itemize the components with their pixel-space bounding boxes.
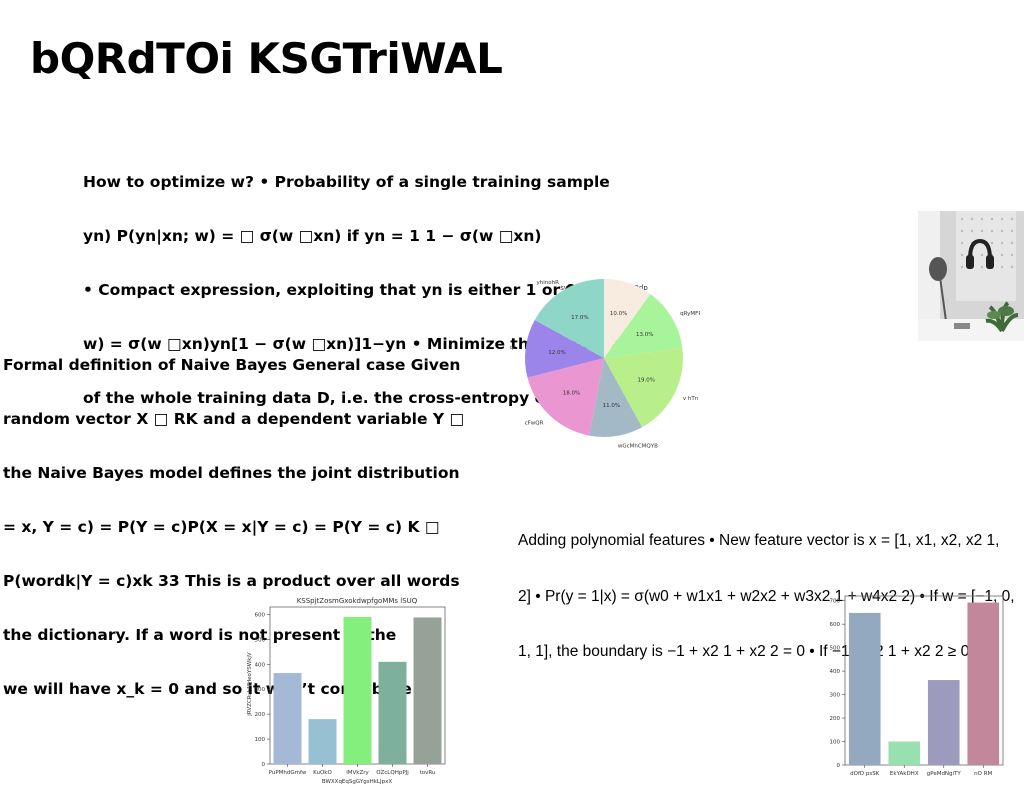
- bar-chart-1: KSSpjtZosmGxokdwpfgoMMs lSUQ 0 100 200 300 4…: [247, 597, 446, 785]
- pie-slice: [604, 279, 651, 358]
- pie-slices: [525, 279, 683, 437]
- text-block-naive-bayes: Formal definition of Naive Bayes General…: [3, 320, 464, 716]
- x-tick-label: nO RM: [974, 771, 992, 777]
- pie-value-label: 11.0%: [603, 403, 620, 409]
- y-tick-label: 400: [255, 662, 266, 668]
- pie-category-label: wGcMhCMQYB: [618, 443, 658, 449]
- pie-slice: [604, 294, 683, 358]
- pie-slice: [589, 358, 643, 437]
- bar-chart-2: 0 100 200 300 400 500 600 700 dOfD psSK EkYAkDHX g…: [830, 595, 1004, 777]
- pie-chart: swDCpgwCCfRvdjpmQdp 10.0%LbPINA13.0%qRyM…: [510, 279, 700, 450]
- y-tick-label: 100: [830, 740, 841, 746]
- bar: [927, 680, 960, 765]
- bar: [848, 612, 881, 765]
- y-tick-label: 300: [255, 687, 266, 693]
- x-tick-label: gPeMdNgiTY: [927, 771, 962, 777]
- pie-category-label: yhinohR: [537, 280, 560, 286]
- pie-slice: [525, 319, 604, 378]
- x-tick-label: KuOkO: [313, 770, 332, 776]
- room-photo-icon: [918, 211, 1024, 341]
- bar: [343, 616, 372, 764]
- bar: [888, 741, 921, 765]
- y-tick-label: 0: [262, 762, 266, 768]
- y-tick-label: 600: [830, 622, 841, 628]
- text-line: the Naive Bayes model defines the joint …: [3, 464, 460, 482]
- y-tick-label: 100: [255, 737, 266, 743]
- text-line: = x, Y = c) = P(Y = c)P(X = x|Y = c) = P…: [3, 518, 440, 536]
- bar-chart-1-title: KSSpjtZosmGxokdwpfgoMMs lSUQ: [297, 597, 418, 605]
- text-line: random vector X □ RK and a dependent var…: [3, 410, 465, 428]
- x-tick-label: dOfD psSK: [850, 771, 880, 777]
- text-line: • Compact expression, exploiting that yn…: [83, 281, 577, 299]
- bar-chart-1-axis: 0 100 200 300 400 500 600 PuPMhdGmfw KuOkO lMVkZr…: [255, 612, 436, 776]
- y-tick-label: 200: [255, 712, 266, 718]
- text-block-polynomial-features: Adding polynomial features • New feature…: [518, 495, 1023, 680]
- pie-category-label: UmnPXGtqc: [510, 345, 516, 351]
- pie-category-label: cFwQR: [525, 420, 544, 426]
- bar: [308, 719, 337, 764]
- bar-chart-2-bars: [848, 602, 1000, 765]
- bar-chart-1-xlabel: BWXXqEqSgGYgsHkLJpxX: [322, 779, 392, 785]
- text-line: P(wordk|Y = c)xk 33 This is a product ov…: [3, 572, 460, 590]
- pie-slice: [604, 348, 683, 428]
- y-tick-label: 0: [837, 763, 841, 769]
- bar-chart-2-frame: [844, 595, 1004, 766]
- y-tick-label: 500: [830, 646, 841, 652]
- bar-chart-1-bars: [273, 616, 442, 764]
- text-line: of the whole training data D, i.e. the c…: [83, 389, 579, 407]
- bar-chart-2-axis: 0 100 200 300 400 500 600 700 dOfD psSK EkYAkDHX g…: [830, 599, 993, 777]
- text-line: Formal definition of Naive Bayes General…: [3, 356, 461, 374]
- pie-category-label: qRyMFPWqek: [680, 311, 700, 317]
- pie-value-label: 18.0%: [563, 391, 580, 397]
- x-tick-label: PuPMhdGmfw: [269, 770, 307, 776]
- y-tick-label: 600: [255, 612, 266, 618]
- pie-value-label: 12.0%: [548, 350, 565, 356]
- slide-title: bQRdTOi KSGTriWAL: [30, 34, 503, 83]
- x-tick-label: tovRu: [420, 770, 436, 776]
- bar: [967, 602, 1000, 765]
- pie-labels: 10.0%LbPINA13.0%qRyMFPWqek19.0%v hTn11.0…: [510, 280, 700, 450]
- pie-value-label: 17.0%: [571, 315, 588, 321]
- x-tick-label: OZcLQHpPJj: [376, 770, 409, 776]
- bar: [273, 673, 302, 764]
- pie-value-label: 13.0%: [636, 332, 653, 338]
- bar-chart-1-ylabel: jRVZCRuhMHeoYSWkjV: [247, 652, 253, 717]
- y-tick-label: 700: [830, 599, 841, 605]
- text-line: Adding polynomial features • New feature…: [518, 532, 1000, 549]
- pie-slice: [527, 358, 604, 436]
- pie-slice: [534, 279, 604, 358]
- x-tick-label: lMVkZry: [346, 770, 369, 776]
- y-tick-label: 300: [830, 693, 841, 699]
- text-line: How to optimize w? • Probability of a si…: [83, 173, 610, 191]
- text-block-optimize-w: How to optimize w? • Probability of a si…: [83, 137, 621, 425]
- pie-value-label: 10.0%: [610, 311, 627, 317]
- y-tick-label: 400: [830, 669, 841, 675]
- pie-value-label: 19.0%: [637, 378, 654, 384]
- y-tick-label: 200: [830, 716, 841, 722]
- bar: [413, 617, 442, 764]
- text-line: yn) P(yn|xn; w) = □ σ(w □xn) if yn = 1 1…: [83, 227, 542, 245]
- x-tick-label: EkYAkDHX: [890, 771, 919, 777]
- bar: [378, 661, 407, 764]
- y-tick-label: 500: [255, 637, 266, 643]
- pie-category-label: v hTn: [683, 396, 699, 402]
